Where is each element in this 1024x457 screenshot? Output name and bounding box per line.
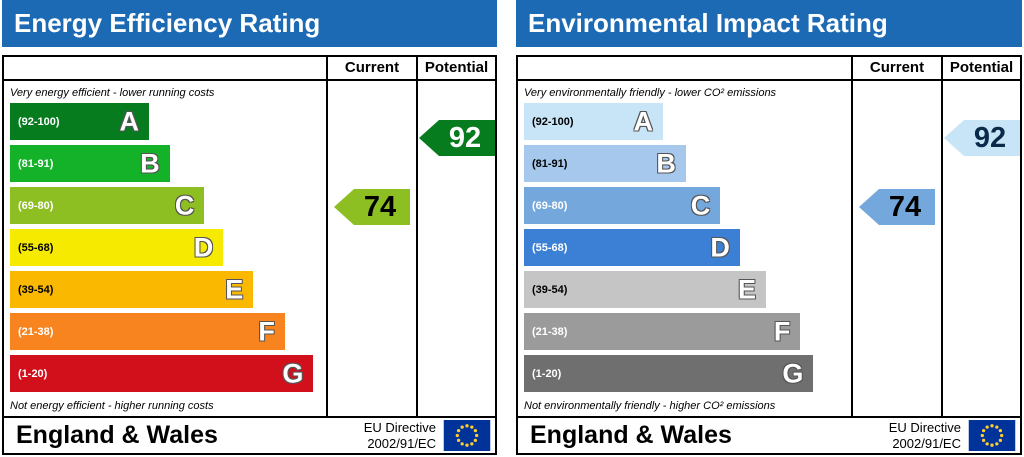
current-column-header: Current xyxy=(326,57,416,81)
rating-table: Current Potential Very energy efficient … xyxy=(2,55,497,418)
band-letter: D xyxy=(710,232,730,262)
potential-rating-value: 92 xyxy=(973,121,1007,154)
band-letter: G xyxy=(782,358,804,388)
band-range: (69-80) xyxy=(532,199,568,212)
band-row-g: (1-20) G xyxy=(10,355,314,392)
band-letter: B xyxy=(656,148,676,178)
table-corner-cell xyxy=(4,57,326,81)
band-letter: D xyxy=(193,232,214,262)
band-range: (1-20) xyxy=(18,367,48,380)
band-row-b: (81-91) B xyxy=(10,145,170,182)
band-row-d: (55-68) D xyxy=(524,229,740,266)
band-range: (81-91) xyxy=(18,157,54,170)
bottom-caption: Not environmentally friendly - higher CO… xyxy=(524,400,776,412)
table-corner-cell xyxy=(518,57,851,81)
band-row-c: (69-80) C xyxy=(524,187,721,224)
current-rating-value: 74 xyxy=(363,190,397,223)
eu-directive-label: EU Directive 2002/91/EC xyxy=(364,420,436,451)
top-caption: Very environmentally friendly - lower CO… xyxy=(524,87,777,99)
eu-flag-icon xyxy=(443,420,491,451)
band-letter: A xyxy=(119,106,140,136)
footer: England & Wales EU Directive 2002/91/EC xyxy=(2,416,497,455)
potential-column-header: Potential xyxy=(941,57,1020,81)
panel-title-text: Energy Efficiency Rating xyxy=(14,8,321,38)
top-caption: Very energy efficient - lower running co… xyxy=(10,87,215,99)
eu-flag-icon xyxy=(968,420,1016,451)
band-row-a: (92-100) A xyxy=(10,103,150,140)
band-letter: B xyxy=(140,148,160,178)
panel-title-text: Environmental Impact Rating xyxy=(528,8,888,38)
eu-directive-line1: EU Directive xyxy=(888,419,961,435)
eu-directive-line2: 2002/91/EC xyxy=(892,435,961,451)
current-rating-value: 74 xyxy=(888,190,922,223)
band-chart: Very environmentally friendly - lower CO… xyxy=(518,81,851,416)
band-row-b: (81-91) B xyxy=(524,145,686,182)
band-range: (92-100) xyxy=(532,115,574,128)
band-letter: F xyxy=(773,316,791,346)
band-row-d: (55-68) D xyxy=(10,229,224,266)
eu-directive-label: EU Directive 2002/91/EC xyxy=(889,420,961,451)
band-row-e: (39-54) E xyxy=(10,271,254,308)
eu-directive-line2: 2002/91/EC xyxy=(367,435,436,451)
eu-directive-line1: EU Directive xyxy=(363,419,436,435)
band-range: (55-68) xyxy=(18,241,54,254)
bands: (92-100) A (81-91) B (69-80) C (55-68) D (39-54)… xyxy=(10,103,326,392)
rating-panel: Environmental Impact Rating Current Pote… xyxy=(512,0,1024,457)
band-letter: G xyxy=(282,358,304,388)
panel-inner: Environmental Impact Rating Current Pote… xyxy=(516,0,1022,457)
current-column-cell xyxy=(851,81,941,416)
band-row-c: (69-80) C xyxy=(10,187,205,224)
panel-title-bar: Energy Efficiency Rating xyxy=(2,0,497,47)
band-range: (39-54) xyxy=(532,283,568,296)
band-range: (21-38) xyxy=(18,325,54,338)
band-range: (55-68) xyxy=(532,241,568,254)
band-range: (39-54) xyxy=(18,283,54,296)
footer: England & Wales EU Directive 2002/91/EC xyxy=(516,416,1022,455)
potential-column-cell xyxy=(416,81,495,416)
band-range: (81-91) xyxy=(532,157,568,170)
band-letter: E xyxy=(225,274,244,304)
band-range: (21-38) xyxy=(532,325,568,338)
band-row-e: (39-54) E xyxy=(524,271,766,308)
panel-inner: Energy Efficiency Rating Current Potenti… xyxy=(2,0,497,457)
band-row-a: (92-100) A xyxy=(524,103,663,140)
bands: (92-100) A (81-91) B (69-80) C (55-68) D (39-54)… xyxy=(524,103,851,392)
current-column-header: Current xyxy=(851,57,941,81)
band-row-f: (21-38) F xyxy=(524,313,801,350)
current-column-cell xyxy=(326,81,416,416)
band-letter: A xyxy=(633,106,653,136)
panel-title-bar: Environmental Impact Rating xyxy=(516,0,1022,47)
potential-rating-value: 92 xyxy=(448,121,482,154)
band-range: (1-20) xyxy=(532,367,562,380)
region-label: England & Wales xyxy=(530,421,732,449)
rating-panel: Energy Efficiency Rating Current Potenti… xyxy=(2,0,497,457)
band-chart: Very energy efficient - lower running co… xyxy=(4,81,326,416)
band-range: (69-80) xyxy=(18,199,54,212)
band-letter: C xyxy=(690,190,711,220)
region-label: England & Wales xyxy=(16,421,218,449)
bottom-caption: Not energy efficient - higher running co… xyxy=(10,400,214,412)
band-letter: F xyxy=(258,316,275,346)
band-row-g: (1-20) G xyxy=(524,355,814,392)
band-letter: E xyxy=(737,274,756,304)
band-letter: C xyxy=(174,190,195,220)
band-row-f: (21-38) F xyxy=(10,313,285,350)
potential-column-cell xyxy=(941,81,1020,416)
potential-column-header: Potential xyxy=(416,57,495,81)
rating-table: Current Potential Very environmentally f… xyxy=(516,55,1022,418)
band-range: (92-100) xyxy=(18,115,60,128)
